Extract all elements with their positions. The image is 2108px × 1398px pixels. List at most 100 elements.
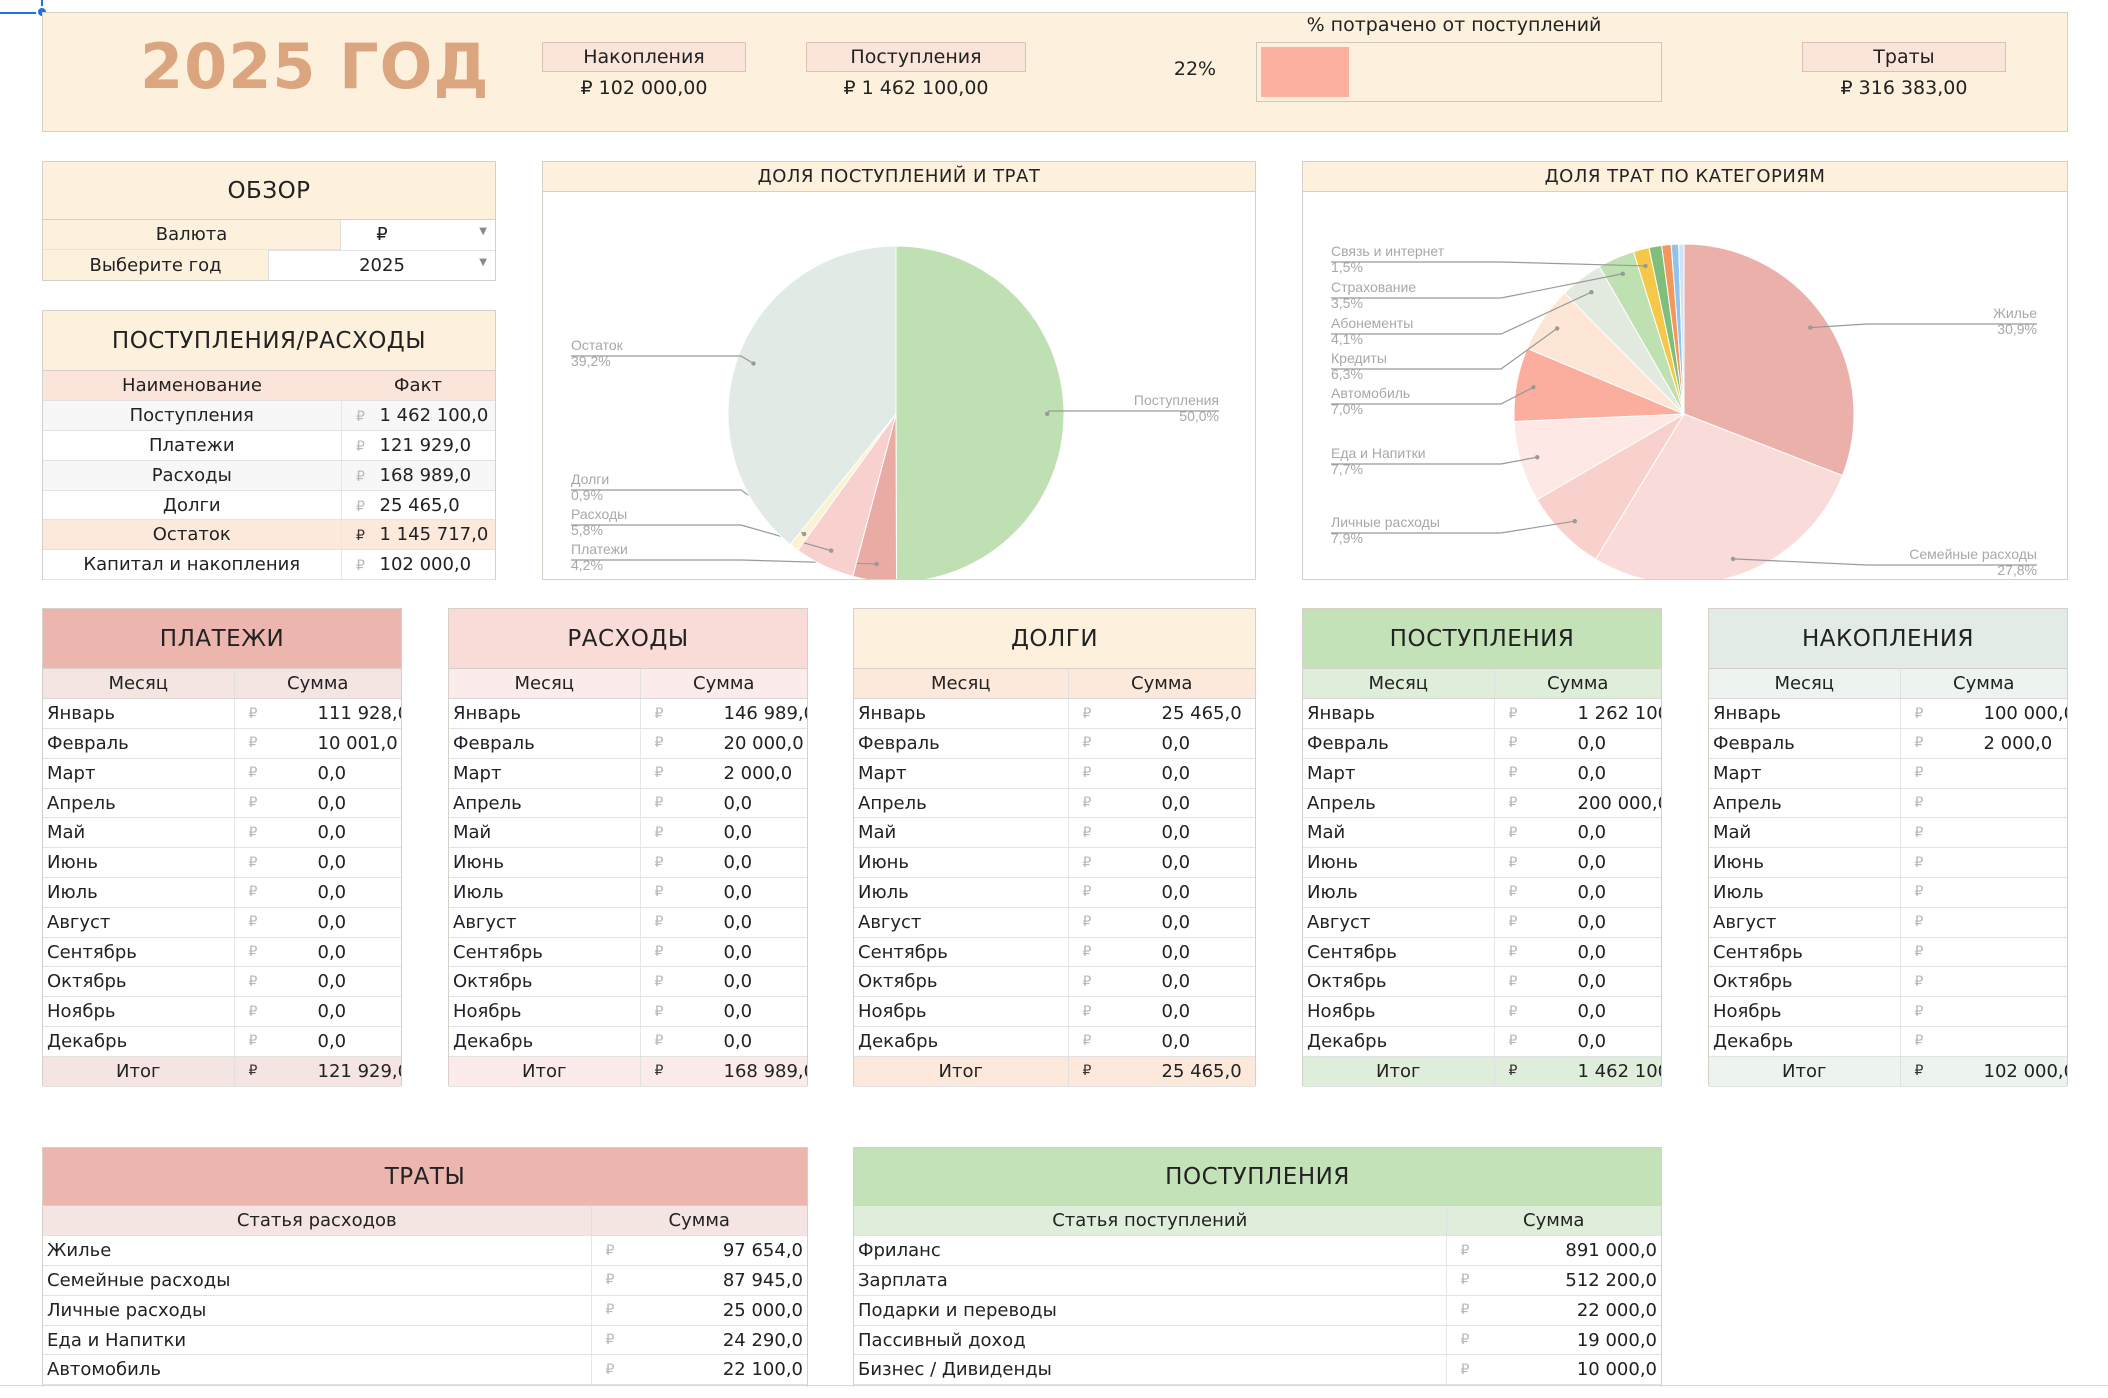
item-name[interactable]: Семейные расходы	[43, 1265, 592, 1296]
amount-cell[interactable]: 0,0	[317, 996, 401, 1028]
month-cell[interactable]: Февраль	[449, 728, 641, 759]
amount-cell[interactable]: 0,0	[723, 1026, 807, 1057]
item-amount[interactable]: 512 200,0	[1553, 1265, 1661, 1296]
month-cell[interactable]: Март	[43, 758, 235, 789]
month-cell[interactable]: Май	[43, 817, 235, 849]
summary-row-cell[interactable]: ₽1 462 100,0	[341, 400, 495, 432]
amount-cell[interactable]: 0,0	[317, 907, 401, 938]
summary-row-cell[interactable]: ₽1 145 717,0	[341, 519, 495, 551]
amount-cell[interactable]: 0,0	[1161, 847, 1255, 879]
pie-slice[interactable]	[1678, 243, 1685, 415]
month-cell[interactable]: Сентябрь	[449, 937, 641, 968]
month-cell[interactable]: Август	[1709, 907, 1901, 938]
amount-cell[interactable]: 0,0	[723, 907, 807, 938]
amount-cell[interactable]: 0,0	[317, 758, 401, 789]
month-cell[interactable]: Июль	[1303, 877, 1495, 908]
amount-cell[interactable]	[1983, 817, 2067, 849]
amount-cell[interactable]: 0,0	[1161, 758, 1255, 789]
amount-cell[interactable]: 0,0	[317, 1026, 401, 1057]
amount-cell[interactable]	[1983, 788, 2067, 819]
item-name[interactable]: Зарплата	[854, 1265, 1447, 1296]
month-cell[interactable]: Декабрь	[449, 1026, 641, 1057]
month-cell[interactable]: Январь	[449, 698, 641, 730]
amount-cell[interactable]: 0,0	[723, 877, 807, 908]
currency-select[interactable]: ₽ ▼	[269, 220, 495, 251]
month-cell[interactable]: Март	[1709, 758, 1901, 789]
amount-cell[interactable]: 146 989,0	[723, 698, 807, 730]
month-cell[interactable]: Апрель	[449, 788, 641, 819]
percent-spent-value[interactable]: 22%	[1173, 58, 1217, 80]
summary-row-cell[interactable]: ₽102 000,0	[341, 549, 495, 581]
amount-cell[interactable]: 0,0	[1577, 966, 1661, 998]
item-name[interactable]: Жилье	[43, 1235, 592, 1267]
summary-row-cell[interactable]: ₽121 929,0	[341, 430, 495, 461]
item-amount[interactable]: 891 000,0	[1553, 1235, 1661, 1267]
month-cell[interactable]: Сентябрь	[1709, 937, 1901, 968]
month-cell[interactable]: Декабрь	[854, 1026, 1069, 1057]
amount-cell[interactable]: 0,0	[723, 996, 807, 1028]
amount-cell[interactable]: 0,0	[1577, 1026, 1661, 1057]
item-name[interactable]: Подарки и переводы	[854, 1295, 1447, 1326]
amount-cell[interactable]: 20 000,0	[723, 728, 807, 759]
amount-cell[interactable]: 111 928,0	[317, 698, 401, 730]
amount-cell[interactable]: 0,0	[1577, 728, 1661, 759]
month-cell[interactable]: Июнь	[854, 847, 1069, 879]
month-cell[interactable]: Январь	[1709, 698, 1901, 730]
pie-slice[interactable]	[1683, 243, 1855, 477]
item-amount[interactable]: 10 000,0	[1553, 1354, 1661, 1386]
month-cell[interactable]: Август	[449, 907, 641, 938]
item-name[interactable]: Еда и Напитки	[43, 1325, 592, 1356]
amount-cell[interactable]: 2 000,0	[723, 758, 807, 789]
month-cell[interactable]: Август	[43, 907, 235, 938]
month-cell[interactable]: Ноябрь	[1303, 996, 1495, 1028]
item-name[interactable]: Автомобиль	[43, 1354, 592, 1386]
month-cell[interactable]: Июнь	[1709, 847, 1901, 879]
month-cell[interactable]: Февраль	[854, 728, 1069, 759]
month-cell[interactable]: Октябрь	[43, 966, 235, 998]
amount-cell[interactable]	[1983, 937, 2067, 968]
amount-cell[interactable]: 0,0	[1161, 788, 1255, 819]
amount-cell[interactable]: 0,0	[1161, 728, 1255, 759]
month-cell[interactable]: Ноябрь	[854, 996, 1069, 1028]
month-cell[interactable]: Март	[854, 758, 1069, 789]
amount-cell[interactable]: 0,0	[1577, 817, 1661, 849]
month-cell[interactable]: Июль	[854, 877, 1069, 908]
month-cell[interactable]: Июль	[1709, 877, 1901, 908]
total-value[interactable]: 25 465,0	[1161, 1055, 1255, 1087]
spending-value[interactable]: ₽ 316 383,00	[1840, 77, 1968, 99]
amount-cell[interactable]: 0,0	[1161, 877, 1255, 908]
month-cell[interactable]: Ноябрь	[449, 996, 641, 1028]
month-cell[interactable]: Август	[1303, 907, 1495, 938]
total-value[interactable]: 168 989,0	[723, 1055, 807, 1087]
month-cell[interactable]: Январь	[43, 698, 235, 730]
month-cell[interactable]: Декабрь	[1303, 1026, 1495, 1057]
amount-cell[interactable]: 0,0	[1577, 758, 1661, 789]
month-cell[interactable]: Июль	[449, 877, 641, 908]
month-cell[interactable]: Сентябрь	[854, 937, 1069, 968]
month-cell[interactable]: Декабрь	[1709, 1026, 1901, 1057]
amount-cell[interactable]: 200 000,0	[1577, 788, 1661, 819]
amount-cell[interactable]: 0,0	[1577, 996, 1661, 1028]
month-cell[interactable]: Май	[1303, 817, 1495, 849]
amount-cell[interactable]: 10 001,0	[317, 728, 401, 759]
amount-cell[interactable]: 0,0	[723, 937, 807, 968]
income-value[interactable]: ₽ 1 462 100,00	[843, 77, 989, 99]
month-cell[interactable]: Февраль	[43, 728, 235, 759]
amount-cell[interactable]: 25 465,0	[1161, 698, 1255, 730]
item-name[interactable]: Бизнес / Дивиденды	[854, 1354, 1447, 1386]
amount-cell[interactable]: 0,0	[317, 966, 401, 998]
item-amount[interactable]: 19 000,0	[1553, 1325, 1661, 1356]
month-cell[interactable]: Сентябрь	[1303, 937, 1495, 968]
month-cell[interactable]: Февраль	[1709, 728, 1901, 759]
amount-cell[interactable]: 0,0	[723, 966, 807, 998]
total-value[interactable]: 1 462 100,0	[1577, 1055, 1661, 1087]
savings-value[interactable]: ₽ 102 000,00	[580, 77, 708, 99]
item-name[interactable]: Пассивный доход	[854, 1325, 1447, 1356]
month-cell[interactable]: Ноябрь	[43, 996, 235, 1028]
pie-slice[interactable]	[1594, 413, 1844, 585]
total-value[interactable]: 121 929,0	[317, 1055, 401, 1087]
month-cell[interactable]: Март	[1303, 758, 1495, 789]
amount-cell[interactable]: 0,0	[1577, 877, 1661, 908]
month-cell[interactable]: Январь	[854, 698, 1069, 730]
month-cell[interactable]: Январь	[1303, 698, 1495, 730]
